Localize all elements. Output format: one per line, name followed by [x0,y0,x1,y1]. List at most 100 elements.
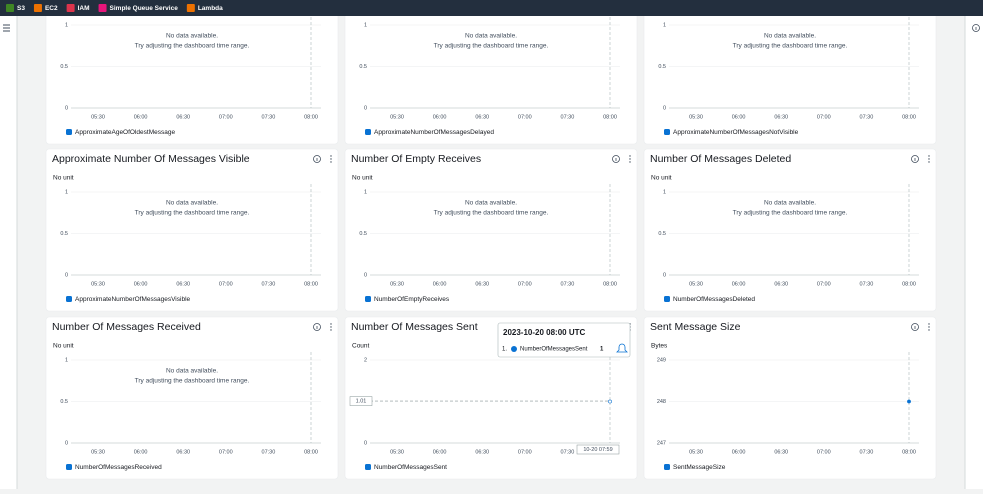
widget: Number Of Messages Deleted No unit 0 0.5 1 05… [643,148,937,312]
x-tick-label: 07:00 [219,281,233,287]
legend-label: NumberOfMessagesDeleted [673,296,755,303]
x-tick-label: 07:00 [518,281,532,287]
widget-info[interactable] [911,323,919,331]
nav-label: IAM [78,5,90,12]
x-tick-label: 08:00 [902,281,916,287]
widget-menu[interactable] [928,323,930,331]
widget-menu[interactable] [330,155,332,163]
menu-dot [928,323,930,325]
no-data-message: Try adjusting the dashboard time range. [733,43,848,50]
menu-dot [629,158,631,160]
x-tick-label: 05:30 [689,449,703,455]
widget: 0 0.5 1 05:30 06:00 06:30 07:00 07:30 08:00 No da… [344,0,638,145]
x-tick-label: 06:30 [475,449,489,455]
widget-menu[interactable] [928,155,930,163]
x-tick-label: 06:00 [433,114,447,120]
widget-info[interactable] [313,155,321,163]
widget-title: Number Of Messages Deleted [650,153,791,165]
legend-label: NumberOfEmptyReceives [374,296,450,303]
unit-label: Count [352,343,370,350]
widget-menu[interactable] [330,323,332,331]
nav-item[interactable]: Lambda [186,4,223,12]
widget-title: Number Of Messages Sent [351,321,478,333]
menu-dot [330,323,332,325]
y-tick-label: 2 [364,357,367,363]
no-data-message: No data available. [465,33,517,40]
widget-menu[interactable] [629,155,631,163]
x-tick-label: 08:00 [902,114,916,120]
menu-dot [928,161,930,163]
widget-card [643,0,937,145]
widget-title: Approximate Number Of Messages Visible [52,153,250,165]
info-icon [911,155,919,163]
legend-swatch [365,129,371,135]
nav-item[interactable]: EC2 [33,4,58,12]
x-tick-label: 05:30 [91,281,105,287]
y-tick-label: 0 [364,440,367,446]
x-tick-label: 06:30 [176,281,190,287]
tooltip [497,322,631,358]
y-tick-label: 248 [657,399,666,405]
legend-swatch [664,296,670,302]
menu-button[interactable] [3,24,10,32]
widget-card [45,148,339,312]
nav-item[interactable]: S3 [6,4,25,12]
y-tick-label: 1 [364,22,367,28]
left-sidebar [0,16,17,489]
service-icon [6,4,14,12]
legend-label: NumberOfMessagesReceived [75,464,162,471]
x-tick-label: 06:30 [176,114,190,120]
x-tick-label: 05:30 [91,114,105,120]
info-button[interactable] [972,24,980,32]
x-tick-label: 05:30 [91,449,105,455]
legend-swatch [66,464,72,470]
unit-label: No unit [352,175,373,182]
menu-dot [928,158,930,160]
menu-dot [330,329,332,331]
x-tick-label: 06:00 [732,281,746,287]
x-tick-label: 06:00 [732,449,746,455]
x-tick-label: 05:30 [390,114,404,120]
info-icon [911,323,919,331]
widget-title: Number Of Messages Received [52,321,201,333]
x-tick-label: 08:00 [603,114,617,120]
legend-label: ApproximateAgeOfOldestMessage [75,129,175,136]
no-data-message: Try adjusting the dashboard time range. [434,43,549,50]
x-tick-label: 08:00 [304,449,318,455]
nav-label: EC2 [45,5,58,12]
legend-swatch [365,296,371,302]
no-data-message: No data available. [465,200,517,207]
y-tick-label: 249 [657,357,666,363]
no-data-message: No data available. [166,200,218,207]
menu-dot [330,161,332,163]
tooltip-swatch [511,346,517,352]
widget-info[interactable] [612,155,620,163]
widget-info[interactable] [911,155,919,163]
nav-item[interactable]: IAM [66,4,90,12]
y-tick-label: 1 [65,22,68,28]
x-tick-label: 06:30 [774,449,788,455]
widget-card [344,148,638,312]
nav-item[interactable]: Simple Queue Service [98,4,179,12]
menu-dot [330,155,332,157]
x-tick-label: 07:30 [262,114,276,120]
x-tick-label: 07:00 [219,114,233,120]
x-tick-label: 07:30 [561,281,575,287]
y-tick-label: 0 [65,272,68,278]
x-tick-label: 08:00 [603,281,617,287]
widget-card [45,0,339,145]
y-tick-label: 0 [364,105,367,111]
menu-dot [928,155,930,157]
x-tick-label: 05:30 [390,281,404,287]
alarm-icon[interactable] [616,343,628,353]
x-tick-label: 06:30 [475,281,489,287]
menu-dot [629,161,631,163]
x-tick-label: 07:00 [219,449,233,455]
x-tick-label: 08:00 [304,281,318,287]
y-tick-label: 1 [663,22,666,28]
menu-dot [330,326,332,328]
x-tick-label: 06:00 [732,114,746,120]
widget-info[interactable] [313,323,321,331]
y-tick-label: 1 [364,189,367,195]
widget: Number Of Empty Receives No unit 0 0.5 1 05:3… [344,148,638,312]
